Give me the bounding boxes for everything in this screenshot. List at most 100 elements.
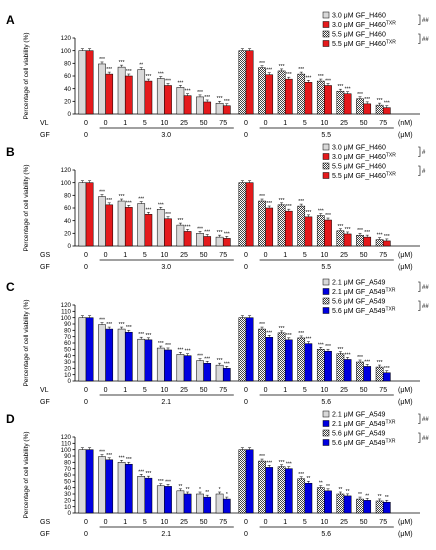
bar: [204, 497, 211, 513]
significance-bracket: [418, 301, 420, 311]
significance-mark: ***: [145, 471, 151, 477]
significance-mark: ***: [259, 322, 265, 328]
x-tick-label: 10: [161, 120, 169, 127]
bar: [356, 235, 363, 246]
bar: [223, 368, 230, 381]
y-tick-label: 110: [61, 441, 71, 448]
y-tick-label: 0: [68, 378, 72, 385]
significance-mark: ***: [377, 233, 383, 239]
y-tick-label: 100: [61, 180, 72, 187]
bar: [383, 502, 390, 513]
bar: [364, 104, 371, 114]
x-tick-label: 75: [219, 387, 227, 394]
x-tick-label: 0: [84, 252, 88, 259]
significance-mark: ***: [204, 230, 210, 236]
significance-mark: *: [199, 487, 201, 493]
significance-mark: ***: [305, 75, 311, 81]
x-tick-label: 10: [321, 252, 329, 259]
significance-mark: ***: [286, 72, 292, 78]
significance-mark: ***: [318, 74, 324, 80]
significance-mark: ***: [357, 228, 363, 234]
bar: [106, 205, 113, 246]
bar: [239, 51, 246, 114]
x-tick-label: 0: [104, 252, 108, 259]
bar: [184, 96, 191, 114]
x-tick-label: 0: [244, 252, 248, 259]
legend-label: 5.6 μM GF_A549: [332, 299, 386, 306]
x-tick-label: 1: [123, 252, 127, 259]
bar: [258, 329, 265, 381]
legend-label: 5.5 μM GF_H460TXR: [332, 40, 396, 49]
bar: [266, 208, 273, 246]
bar: [337, 231, 344, 246]
bar: [98, 457, 105, 513]
significance-mark: ***: [377, 360, 383, 366]
bar: [98, 197, 105, 246]
gf-dose-label: 5.6: [321, 399, 331, 406]
bar: [196, 494, 203, 513]
x-tick-label: 50: [360, 387, 368, 394]
significance-mark: ***: [119, 322, 125, 328]
significance-mark: ***: [259, 454, 265, 460]
significance-bracket: [418, 433, 420, 443]
bar: [278, 205, 285, 246]
significance-mark: ***: [99, 57, 105, 63]
significance-mark: ***: [337, 224, 343, 230]
x-tick-label: 10: [161, 387, 169, 394]
x-tick-label: 1: [283, 120, 287, 127]
significance-mark: **: [338, 487, 342, 493]
unit-um-label: (μM): [398, 531, 413, 538]
x-tick-label: 0: [244, 387, 248, 394]
bar: [376, 240, 383, 246]
y-tick-label: 30: [64, 359, 71, 366]
significance-mark: ***: [279, 64, 285, 70]
significance-mark: **: [326, 484, 330, 490]
panel-B: B Percentage of cell viability (%) 0 20 40 60…: [6, 144, 426, 271]
bar: [305, 344, 312, 381]
significance-bracket: [418, 147, 420, 157]
bar: [344, 234, 351, 246]
significance-mark: ***: [197, 354, 203, 360]
significance-mark: ***: [377, 98, 383, 104]
significance-mark: ***: [298, 331, 304, 337]
significance-mark: ***: [177, 80, 183, 86]
bar: [305, 483, 312, 513]
legend-swatch: [323, 163, 329, 169]
significance-mark: ***: [357, 92, 363, 98]
bar: [177, 225, 184, 246]
bar: [258, 68, 265, 114]
significance-mark: **: [139, 63, 143, 69]
bar: [184, 356, 191, 381]
legend-swatch: [323, 289, 329, 295]
x-tick-label: 75: [379, 387, 387, 394]
bar: [356, 99, 363, 114]
legend-swatch: [323, 279, 329, 285]
significance-mark: ***: [158, 341, 164, 347]
significance-mark: ***: [145, 207, 151, 213]
bar: [298, 74, 305, 114]
significance-mark: ***: [177, 218, 183, 224]
significance-mark: ***: [266, 330, 272, 336]
x-tick-label: 25: [340, 387, 348, 394]
bar: [298, 479, 305, 513]
bar: [298, 338, 305, 381]
significance-mark: ***: [145, 74, 151, 80]
x-tick-label: 25: [180, 519, 188, 526]
significance-mark: ***: [119, 194, 125, 200]
significance-bracket: [418, 15, 420, 25]
significance-mark: ***: [99, 190, 105, 196]
significance-mark: ***: [345, 227, 351, 233]
gf-dose-label: 2.1: [161, 531, 171, 538]
row-label-gs: GS: [40, 252, 50, 259]
y-tick-label: 80: [64, 460, 71, 467]
y-tick-label: 120: [61, 302, 72, 309]
bar: [216, 103, 223, 114]
bar: [118, 329, 125, 381]
significance-mark: ***: [325, 79, 331, 85]
x-tick-label: 50: [200, 387, 208, 394]
significance-mark: ***: [126, 325, 132, 331]
significance-mark: ***: [305, 210, 311, 216]
legend-swatch: [323, 421, 329, 427]
bar: [216, 365, 223, 381]
x-tick-label: 50: [200, 252, 208, 259]
